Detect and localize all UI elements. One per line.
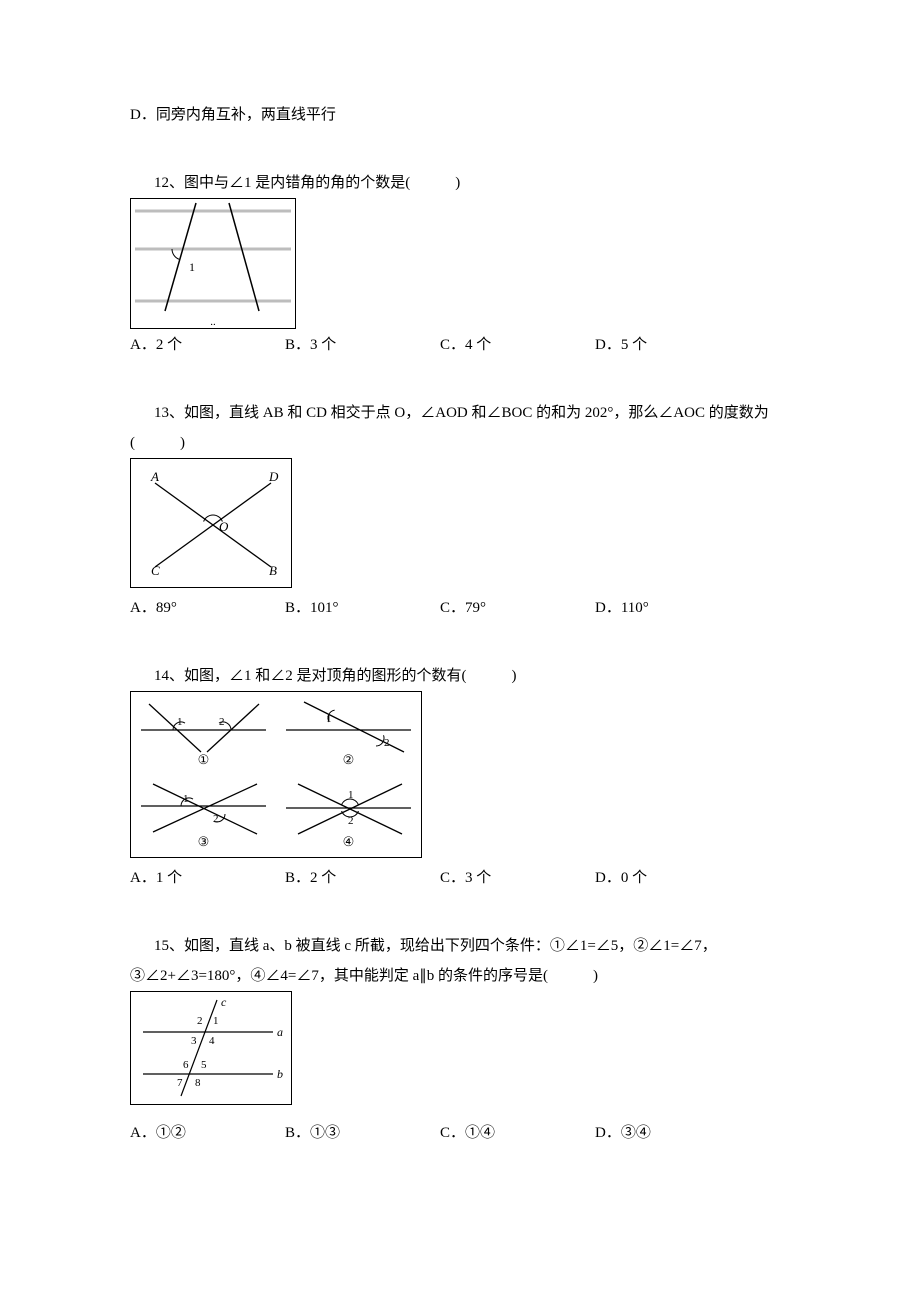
svg-text:3: 3 bbox=[191, 1035, 197, 1047]
q15-opt-c: C．①④ bbox=[440, 1118, 595, 1148]
spacer bbox=[130, 893, 790, 931]
svg-text:①: ① bbox=[198, 752, 210, 767]
q14-figure: 12①12②12③12④ bbox=[130, 691, 422, 858]
svg-text:③: ③ bbox=[198, 834, 210, 849]
q14-stem: 14、如图，∠1 和∠2 是对顶角的图形的个数有( ) bbox=[130, 661, 790, 691]
q12-sub-caption: .. bbox=[131, 316, 295, 328]
svg-text:O: O bbox=[219, 519, 229, 534]
svg-text:2: 2 bbox=[197, 1015, 203, 1027]
q15-opt-d: D．③④ bbox=[595, 1118, 750, 1148]
q13-figure: A D C B O bbox=[130, 458, 292, 588]
q15-opt-b: B．①③ bbox=[285, 1118, 440, 1148]
svg-text:④: ④ bbox=[343, 834, 355, 849]
q15-stem-2: ③∠2+∠3=180°，④∠4=∠7，其中能判定 a∥b 的条件的序号是( ) bbox=[130, 961, 790, 991]
q12-stem: 12、图中与∠1 是内错角的角的个数是( ) bbox=[130, 168, 790, 198]
q12-opt-c: C．4 个 bbox=[440, 330, 595, 360]
svg-text:8: 8 bbox=[195, 1077, 201, 1089]
q15-stem-1: 15、如图，直线 a、b 被直线 c 所截，现给出下列四个条件：①∠1=∠5，②… bbox=[130, 931, 790, 961]
svg-text:2: 2 bbox=[384, 737, 390, 749]
q12-options: A．2 个 B．3 个 C．4 个 D．5 个 bbox=[130, 330, 790, 360]
spacer bbox=[130, 130, 790, 168]
q14-opt-d: D．0 个 bbox=[595, 863, 750, 893]
svg-text:2: 2 bbox=[219, 716, 225, 728]
svg-text:a: a bbox=[277, 1025, 283, 1039]
svg-text:4: 4 bbox=[209, 1035, 215, 1047]
page: D．同旁内角互补，两直线平行 12、图中与∠1 是内错角的角的个数是( ) 1 … bbox=[0, 0, 920, 1208]
svg-text:D: D bbox=[268, 469, 279, 484]
q14-opt-a: A．1 个 bbox=[130, 863, 285, 893]
svg-text:1: 1 bbox=[189, 260, 195, 274]
q13-opt-b: B．101° bbox=[285, 593, 440, 623]
svg-text:1: 1 bbox=[348, 789, 354, 801]
svg-text:2: 2 bbox=[348, 815, 354, 827]
q12-opt-d: D．5 个 bbox=[595, 330, 750, 360]
svg-text:②: ② bbox=[343, 752, 355, 767]
q14-options: A．1 个 B．2 个 C．3 个 D．0 个 bbox=[130, 863, 790, 893]
svg-text:7: 7 bbox=[177, 1077, 183, 1089]
svg-text:b: b bbox=[277, 1067, 283, 1081]
svg-text:B: B bbox=[269, 563, 277, 578]
svg-text:1: 1 bbox=[326, 713, 332, 725]
q13-stem: 13、如图，直线 AB 和 CD 相交于点 O，∠AOD 和∠BOC 的和为 2… bbox=[130, 398, 790, 428]
spacer bbox=[130, 360, 790, 398]
svg-text:2: 2 bbox=[213, 813, 219, 825]
spacer bbox=[130, 623, 790, 661]
svg-text:1: 1 bbox=[177, 716, 183, 728]
svg-text:1: 1 bbox=[183, 793, 189, 805]
q15-opt-a: A．①② bbox=[130, 1118, 285, 1148]
q13-opt-a: A．89° bbox=[130, 593, 285, 623]
q12-figure: 1 .. bbox=[130, 198, 296, 329]
q13-opt-c: C．79° bbox=[440, 593, 595, 623]
svg-text:5: 5 bbox=[201, 1059, 207, 1071]
q15-figure: a b c 21 34 65 78 bbox=[130, 991, 292, 1105]
svg-text:6: 6 bbox=[183, 1059, 189, 1071]
svg-text:c: c bbox=[221, 995, 227, 1009]
q12-opt-b: B．3 个 bbox=[285, 330, 440, 360]
q13-opt-d: D．110° bbox=[595, 593, 750, 623]
q12-opt-a: A．2 个 bbox=[130, 330, 285, 360]
svg-text:1: 1 bbox=[213, 1015, 219, 1027]
q13-stem-tail: ( ) bbox=[130, 428, 790, 458]
q14-opt-c: C．3 个 bbox=[440, 863, 595, 893]
prev-option-d: D．同旁内角互补，两直线平行 bbox=[130, 100, 790, 130]
q15-options: A．①② B．①③ C．①④ D．③④ bbox=[130, 1118, 790, 1148]
q14-opt-b: B．2 个 bbox=[285, 863, 440, 893]
q13-options: A．89° B．101° C．79° D．110° bbox=[130, 593, 790, 623]
svg-text:C: C bbox=[151, 563, 160, 578]
svg-text:A: A bbox=[150, 469, 159, 484]
spacer bbox=[130, 1110, 790, 1118]
